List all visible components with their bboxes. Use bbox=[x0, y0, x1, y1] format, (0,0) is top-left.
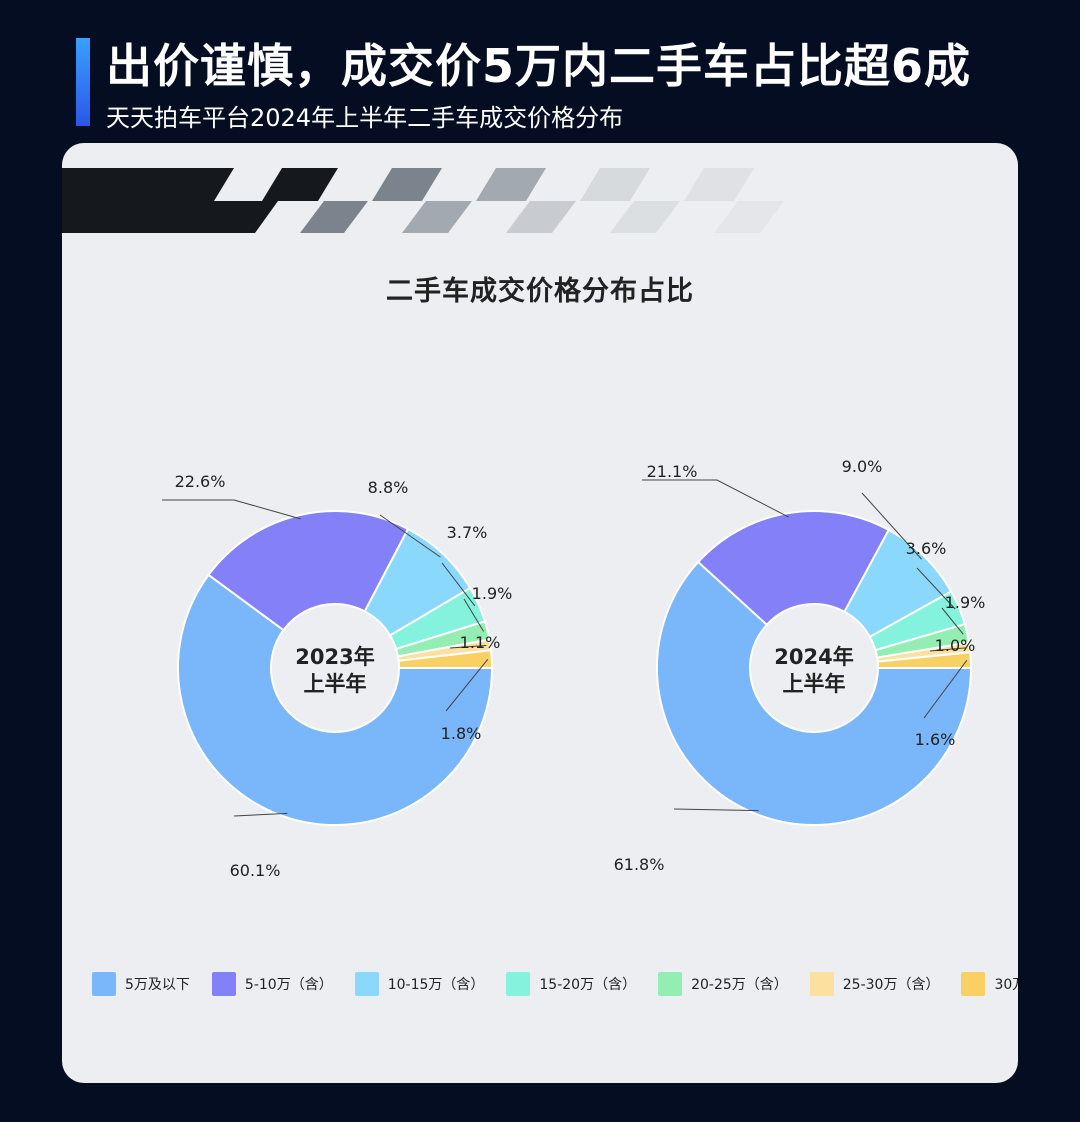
leader-line bbox=[941, 607, 964, 635]
page-title: 出价谨慎，成交价5万内二手车占比超6成 bbox=[106, 39, 972, 93]
leader-line bbox=[441, 562, 476, 607]
leader-line bbox=[861, 492, 922, 560]
legend-item: 20-25万（含） bbox=[658, 972, 788, 996]
data-label: 1.1% bbox=[460, 633, 501, 652]
donut-slice bbox=[876, 651, 973, 669]
donut-charts: 60.1%22.6% 8.8%3.7%1.9%1.1%1.8%2023年上半年61… bbox=[162, 457, 986, 880]
legend-item: 5-10万（含） bbox=[211, 972, 333, 996]
donut-slice bbox=[207, 510, 410, 632]
chart-legend: 5万及以下 5-10万（含） 10-15万（含） 15-20万（含） 20-25万（含）… bbox=[92, 972, 1018, 996]
leader-line bbox=[449, 644, 487, 649]
legend-item: 30万以上 bbox=[961, 972, 1018, 996]
leader-line bbox=[916, 567, 956, 610]
legend-swatch bbox=[211, 972, 236, 996]
donut-slice bbox=[397, 649, 494, 669]
leader-line bbox=[379, 514, 441, 558]
donut-center-label: 2023年 bbox=[295, 645, 374, 669]
leader-line bbox=[673, 808, 759, 812]
donut-center-label: 2024年 bbox=[774, 645, 853, 669]
data-label: 3.6% bbox=[906, 539, 947, 558]
data-label: 21.1% bbox=[647, 462, 698, 481]
data-label: 60.1% bbox=[230, 861, 281, 880]
data-label: 1.0% bbox=[935, 636, 976, 655]
chart-title: 二手车成交价格分布占比 bbox=[386, 276, 694, 307]
leader-line bbox=[463, 598, 484, 632]
donut-center-label: 上半年 bbox=[304, 672, 367, 696]
legend-swatch bbox=[92, 972, 116, 996]
donut-slice bbox=[656, 560, 973, 826]
legend-label: 20-25万（含） bbox=[691, 977, 788, 993]
data-label: 1.8% bbox=[441, 724, 482, 743]
data-label: 61.8% bbox=[614, 855, 665, 874]
leader-line bbox=[445, 659, 489, 712]
data-label: 9.0% bbox=[842, 457, 883, 476]
legend-label: 30万以上 bbox=[994, 977, 1018, 993]
donut-slice bbox=[696, 510, 891, 627]
legend-item: 15-20万（含） bbox=[506, 972, 636, 996]
data-label: 1.9% bbox=[472, 584, 513, 603]
data-label: 8.8% bbox=[368, 478, 409, 497]
legend-label: 10-15万（含） bbox=[387, 977, 485, 993]
leader-line bbox=[642, 479, 789, 518]
leader-line bbox=[923, 660, 968, 719]
title-accent-bar bbox=[76, 38, 90, 126]
data-label: 3.7% bbox=[447, 523, 488, 542]
data-label: 1.6% bbox=[915, 730, 956, 749]
checkered-stripe-decoration bbox=[62, 168, 784, 233]
legend-label: 5万及以下 bbox=[125, 977, 190, 993]
legend-item: 10-15万（含） bbox=[354, 972, 485, 996]
legend-swatch bbox=[961, 972, 986, 996]
chart-card: 二手车成交价格分布占比 60.1% 22.6% 8.8% 3.7% 1.9% 1.1% 1.… bbox=[62, 143, 1018, 1083]
legend-swatch bbox=[354, 972, 379, 996]
legend-label: 25-30万（含） bbox=[842, 977, 940, 993]
legend-label: 15-20万（含） bbox=[539, 977, 637, 993]
donut-chart-2: 61.8% 21.1% 9.0% 3.6% 1.9% 1.0% 1.6% 2024年上半年 bbox=[614, 457, 986, 874]
donut-slice bbox=[177, 573, 494, 826]
data-label: 1.9% bbox=[945, 593, 986, 612]
legend-swatch bbox=[506, 972, 531, 996]
page-subtitle: 天天拍车平台2024年上半年二手车成交价格分布 bbox=[106, 104, 624, 132]
legend-label: 5-10万（含） bbox=[244, 977, 333, 993]
leader-line bbox=[233, 812, 288, 817]
data-label: 22.6% bbox=[175, 472, 226, 491]
leader-line bbox=[162, 499, 301, 520]
legend-swatch bbox=[809, 972, 834, 996]
legend-item: 5万及以下 bbox=[92, 972, 190, 996]
leader-line bbox=[929, 647, 966, 652]
legend-item: 25-30万（含） bbox=[809, 972, 940, 996]
donut-center-label: 上半年 bbox=[783, 672, 846, 696]
legend-swatch bbox=[658, 972, 683, 996]
